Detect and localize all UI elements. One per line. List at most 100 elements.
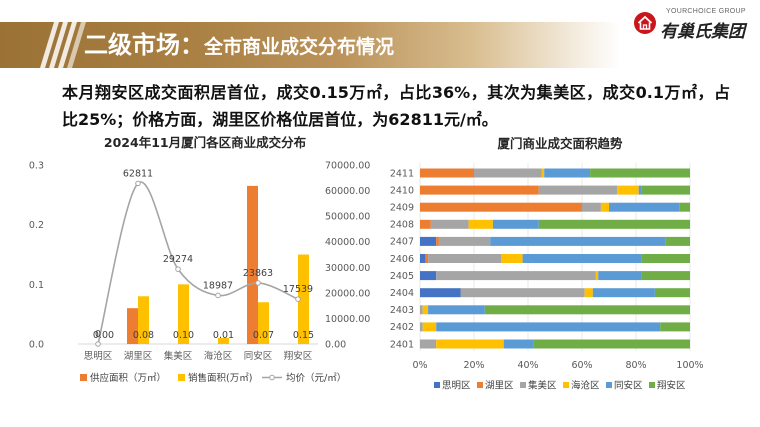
avg-price-data-label: 62811 <box>123 168 153 179</box>
stack-bar-segment <box>436 271 596 281</box>
avg-price-data-label: 29274 <box>163 254 193 265</box>
stack-bar-segment <box>541 168 545 178</box>
combo-right-tick-label: 0.00 <box>325 340 346 351</box>
stack-bar-segment <box>538 185 618 195</box>
stack-bar-segment <box>422 322 437 332</box>
stack-month-label: 2411 <box>390 168 414 179</box>
stack-bar-segment <box>641 185 690 195</box>
sales-data-label: 0.00 <box>93 330 114 341</box>
sales-area-bar <box>138 296 149 344</box>
avg-price-data-label: 18987 <box>203 280 233 291</box>
stack-bar-segment <box>436 236 439 246</box>
stack-month-label: 2402 <box>390 322 414 333</box>
stack-bar-segment <box>420 271 437 281</box>
combo-right-tick-label: 60000.00 <box>325 186 370 197</box>
stack-bar-segment <box>617 185 639 195</box>
sales-area-bar <box>178 284 189 344</box>
combo-chart-title: 2024年11月厦门各区商业成交分布 <box>104 135 307 150</box>
stack-bar-segment <box>468 219 493 229</box>
stack-month-label: 2404 <box>390 288 414 299</box>
stack-legend-swatch <box>434 382 440 388</box>
combo-category-label: 同安区 <box>244 350 273 362</box>
combo-right-tick-label: 20000.00 <box>325 288 370 299</box>
stack-legend-label: 翔安区 <box>657 380 686 392</box>
stack-bar-segment <box>638 185 642 195</box>
combo-right-tick-label: 50000.00 <box>325 212 370 223</box>
legend-label-price: 均价（元/㎡） <box>286 372 346 384</box>
stack-bar-segment <box>425 254 429 263</box>
stack-month-label: 2403 <box>390 305 414 316</box>
stack-bar-segment <box>438 236 491 246</box>
avg-price-data-label: 17539 <box>283 284 313 295</box>
stack-legend-label: 集美区 <box>528 380 557 392</box>
legend-label-sales: 销售面积(万㎡) <box>188 372 252 384</box>
legend-marker-price <box>269 374 275 381</box>
avg-price-point <box>135 180 141 187</box>
supply-area-bar <box>247 185 258 344</box>
stack-bar-segment <box>420 305 423 315</box>
stack-bar-segment <box>598 271 642 281</box>
stack-bar-segment <box>609 202 680 212</box>
sales-data-label: 0.01 <box>213 330 234 341</box>
stack-bar-segment <box>533 339 690 349</box>
stack-month-label: 2405 <box>390 271 414 282</box>
stack-legend-label: 同安区 <box>614 380 643 392</box>
stack-bar-segment <box>436 322 661 332</box>
stack-bar-segment <box>660 322 690 332</box>
combo-left-tick-label: 0.2 <box>29 220 44 231</box>
stack-bar-segment <box>420 254 426 263</box>
stack-bar-segment <box>420 168 474 178</box>
stack-legend-label: 湖里区 <box>485 381 514 392</box>
stack-bar-segment <box>492 219 539 229</box>
stack-bar-segment <box>501 254 523 263</box>
stack-bar-segment <box>590 168 690 178</box>
stack-x-tick-label: 80% <box>625 360 646 371</box>
combo-left-tick-label: 0.0 <box>29 340 44 351</box>
stack-bar-segment <box>490 236 666 246</box>
header-band <box>0 22 620 68</box>
stack-x-tick-label: 100% <box>676 360 703 371</box>
stack-legend-swatch <box>563 382 569 388</box>
combo-category-label: 翔安区 <box>284 350 313 362</box>
stack-bar-segment <box>484 305 690 315</box>
legend-label-supply: 供应面积（万㎡） <box>90 372 166 384</box>
stack-x-tick-label: 0% <box>412 360 427 371</box>
stack-x-tick-label: 40% <box>517 360 538 371</box>
avg-price-point <box>255 280 261 286</box>
sales-area-bar <box>258 302 269 344</box>
page-title: 二级市场：全市商业成交分布情况 <box>84 28 394 62</box>
combo-plot-area: 0.0 0.1 0.2 0.3 0.00 10000.00 20000.00 30000.00… <box>29 161 370 385</box>
combo-category-label: 集美区 <box>164 350 193 362</box>
page-title-main: 二级市场： <box>84 31 204 59</box>
stack-bar-segment <box>522 254 642 263</box>
stack-bar-segment <box>420 339 437 349</box>
stack-bar-segment <box>420 288 461 298</box>
combo-right-tick-label: 10000.00 <box>325 314 370 325</box>
stack-month-label: 2407 <box>390 237 414 248</box>
avg-price-point <box>175 266 181 272</box>
page-title-sub: 全市商业成交分布情况 <box>204 36 395 58</box>
legend-swatch-supply <box>80 374 87 381</box>
legend-swatch-sales <box>178 374 185 381</box>
district-combo-chart: 2024年11月厦门各区商业成交分布 0.0 0.1 0.2 0.3 0.00 10000… <box>29 135 370 385</box>
avg-price-point <box>215 292 221 299</box>
avg-price-data-label: 23863 <box>243 268 273 279</box>
sales-area-bar <box>218 338 229 344</box>
stack-bar-segment <box>460 288 585 298</box>
stack-month-label: 2409 <box>390 203 414 214</box>
stack-bar-segment <box>538 219 690 229</box>
sales-data-label: 0.07 <box>253 330 274 341</box>
stack-bar-segment <box>428 254 501 263</box>
combo-right-tick-label: 70000.00 <box>325 161 370 172</box>
summary-line-2: 比25%；价格方面，湖里区价格位居首位，为62811元/㎡。 <box>62 110 498 129</box>
stack-bar-segment <box>641 271 690 281</box>
brand-logo-icon <box>634 12 656 34</box>
avg-price-point <box>95 341 101 347</box>
stack-bar-segment <box>436 339 504 349</box>
stack-legend-swatch <box>477 382 483 388</box>
stack-month-label: 2406 <box>390 254 414 265</box>
stack-bar-segment <box>420 202 582 212</box>
stack-bar-segment <box>503 339 534 349</box>
stack-bar-segment <box>428 305 485 315</box>
stack-bar-segment <box>420 219 431 229</box>
